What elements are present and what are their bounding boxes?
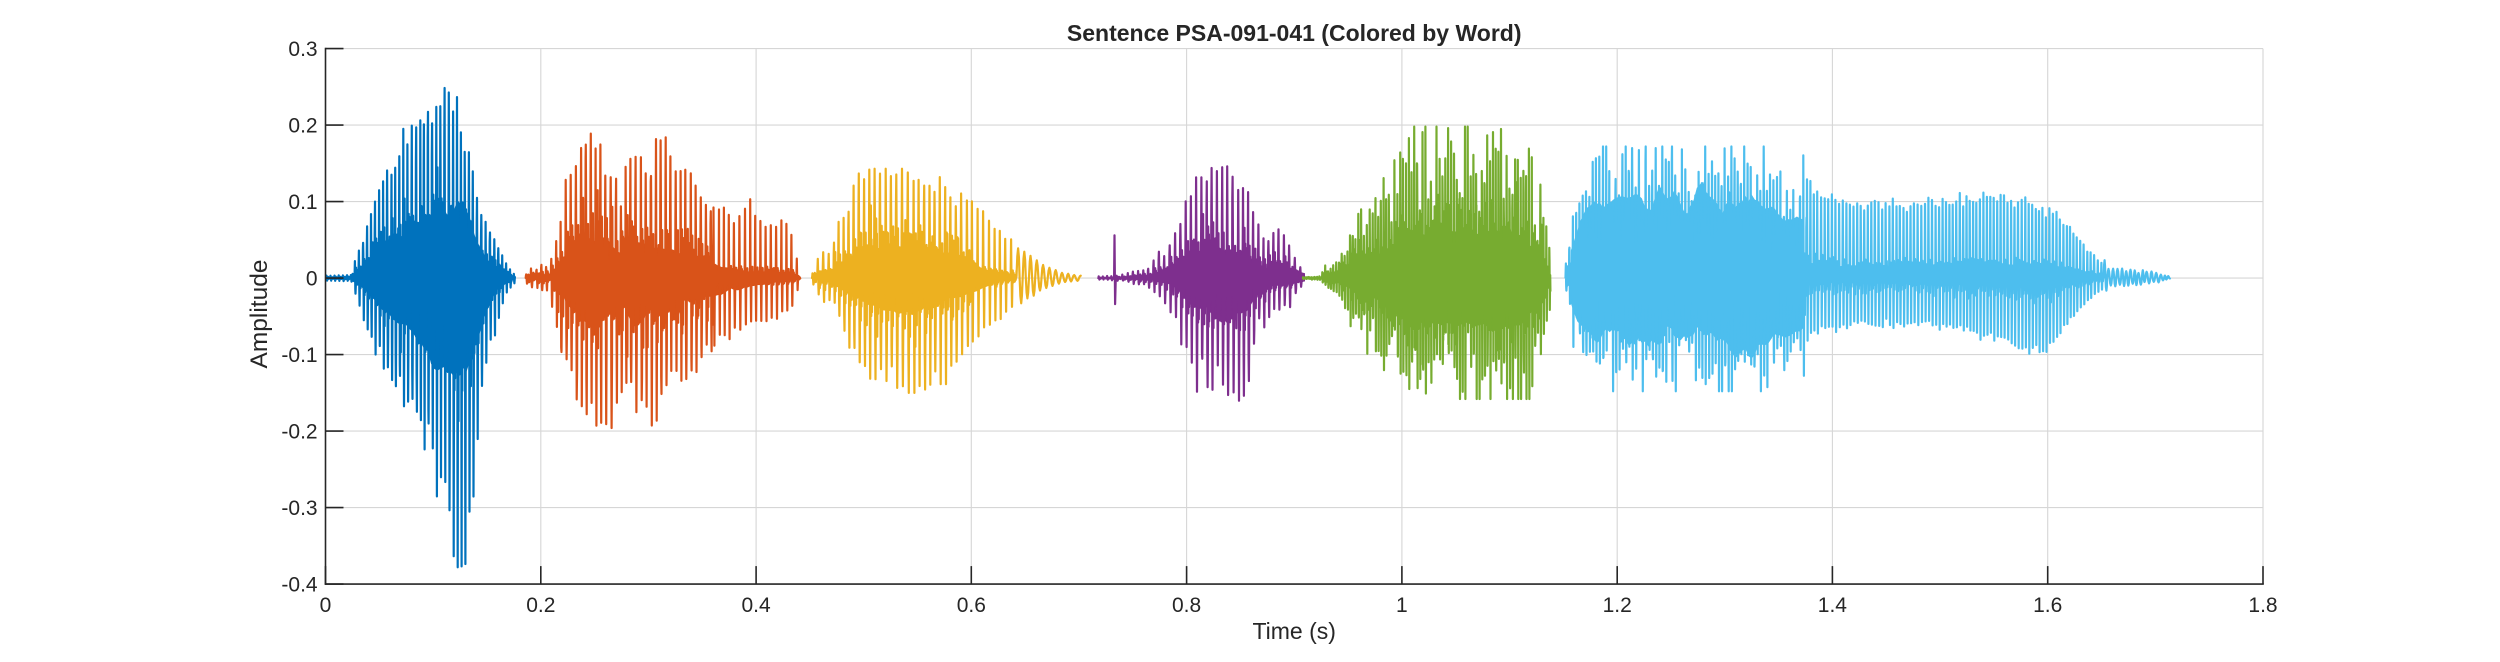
svg-text:1.6: 1.6	[2033, 594, 2062, 617]
svg-text:-0.3: -0.3	[281, 497, 317, 520]
svg-text:0.6: 0.6	[957, 594, 986, 617]
svg-text:Sentence PSA-091-041 (Colored: Sentence PSA-091-041 (Colored by Word)	[1067, 20, 1522, 46]
svg-text:1.8: 1.8	[2248, 594, 2277, 617]
svg-text:0.2: 0.2	[288, 115, 317, 138]
svg-text:0: 0	[320, 594, 332, 617]
svg-text:0.3: 0.3	[288, 38, 317, 61]
svg-text:Amplitude: Amplitude	[246, 260, 273, 369]
svg-text:0.8: 0.8	[1172, 594, 1201, 617]
svg-text:0.1: 0.1	[288, 191, 317, 214]
svg-text:0: 0	[306, 268, 318, 291]
svg-text:1: 1	[1396, 594, 1408, 617]
svg-text:0.4: 0.4	[741, 594, 771, 617]
svg-text:1.2: 1.2	[1603, 594, 1632, 617]
svg-text:0.2: 0.2	[526, 594, 555, 617]
svg-text:1.4: 1.4	[1818, 594, 1848, 617]
svg-text:-0.2: -0.2	[281, 421, 317, 444]
svg-text:-0.4: -0.4	[281, 574, 318, 597]
svg-text:Time (s): Time (s)	[1252, 618, 1335, 644]
svg-text:-0.1: -0.1	[281, 344, 317, 367]
